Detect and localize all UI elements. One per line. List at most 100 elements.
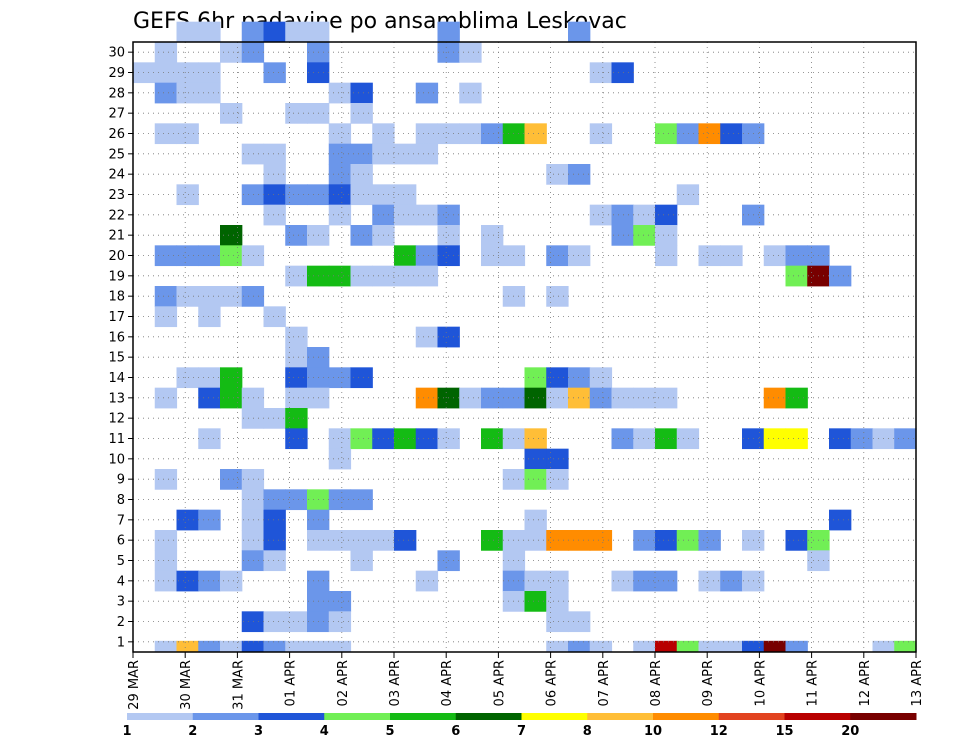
y-tick-label: 28 [108,86,125,101]
heatmap-cell [285,265,308,287]
y-tick-label: 25 [108,147,125,162]
heatmap-cell [198,570,221,592]
colorbar-label: 4 [320,724,329,739]
heatmap-cell [546,448,569,470]
heatmap-cell [198,286,221,307]
heatmap-cell [285,367,308,389]
colorbar-label: 10 [644,724,662,739]
y-tick-label: 23 [108,188,125,203]
x-tick-label: 07 APR [597,660,612,706]
heatmap-cell [328,184,352,206]
x-tick-label: 04 APR [440,660,455,706]
heatmap-cell [546,530,569,551]
heatmap-cell [524,387,547,409]
heatmap-cell [633,387,656,409]
heatmap-cell [220,640,243,652]
heatmap-cell [633,530,656,551]
heatmap-cell [176,367,199,389]
heatmap-cell [655,387,678,409]
y-tick-label: 1 [117,635,125,650]
heatmap-cell [328,530,352,551]
y-tick-label: 2 [117,615,125,630]
x-tick-label: 03 APR [388,660,403,706]
heatmap-cell [263,306,286,328]
heatmap-cell [220,469,243,490]
y-tick-label: 10 [108,452,125,467]
heatmap-cell [589,387,613,409]
heatmap-cell [785,245,808,267]
heatmap-cell [350,143,373,165]
heatmap-cell [611,387,634,409]
y-tick-label: 19 [108,269,125,284]
heatmap-cell [154,62,178,84]
heatmap-cell [676,428,700,450]
x-tick-label: 31 MAR [231,660,246,710]
heatmap-cell [198,509,221,531]
heatmap-cell [350,550,373,572]
heatmap-cell [546,469,569,490]
heatmap-cell [415,245,439,267]
heatmap-cell [415,143,439,165]
heatmap-cell [285,387,308,409]
heatmap-cell [220,42,243,63]
colorbar-label: 15 [775,724,793,739]
heatmap-cell [850,428,874,450]
heatmap-cell [568,530,591,551]
heatmap-cell [154,640,178,652]
heatmap-cell [633,204,656,226]
colorbar-label: 8 [583,724,592,739]
heatmap-cell [285,21,308,43]
heatmap-cell [350,184,373,206]
y-tick-label: 30 [108,46,125,61]
y-tick-label: 20 [108,249,125,264]
heatmap-cell [437,21,460,43]
heatmap-cell [633,225,656,246]
heatmap-cell [241,387,265,409]
colorbar-label: 20 [841,724,859,739]
heatmap-cell [350,489,373,511]
heatmap-cell [198,367,221,389]
heatmap-cell [350,530,373,551]
colorbar-swatch [718,713,785,720]
heatmap-cell [633,428,656,450]
y-tick-label: 7 [117,513,125,528]
heatmap-cell [481,428,504,450]
heatmap-cell [307,21,330,43]
heatmap-cell [350,103,373,124]
heatmap-cell [655,245,678,267]
heatmap-cell [263,611,286,633]
heatmap-cell [481,530,504,551]
y-axis-ticks: 1234567891011121314151617181920212223242… [108,46,133,650]
heatmap-cell [829,428,852,450]
heatmap-cell [328,489,352,511]
x-tick-label: 12 APR [858,660,873,706]
heatmap-cell [611,428,634,450]
heatmap-cell [220,245,243,267]
heatmap-cell [655,530,678,551]
colorbar-swatch [455,713,522,720]
heatmap-cell [176,640,199,652]
heatmap-cell [568,164,591,185]
heatmap-cell [785,428,808,450]
heatmap-cell [872,640,895,652]
heatmap-cell [524,591,547,612]
heatmap-cell [524,530,547,551]
y-tick-label: 26 [108,127,125,142]
x-tick-label: 09 APR [701,660,716,706]
heatmap-cell [350,265,373,287]
heatmap-cell [568,387,591,409]
heatmap-cell [568,367,591,389]
heatmap-cell [176,123,199,145]
colorbar-label: 7 [517,724,526,739]
heatmap-cell [546,286,569,307]
heatmap-cell [394,184,417,206]
heatmap-cell [589,530,613,551]
heatmap-cell [568,21,591,43]
heatmap-cell [894,428,917,450]
heatmap-cell [154,245,178,267]
heatmap-cell [524,570,547,592]
y-tick-label: 11 [108,432,125,447]
y-tick-label: 22 [108,208,125,223]
colorbar-label: 2 [188,724,197,739]
heatmap-cell [241,640,265,652]
